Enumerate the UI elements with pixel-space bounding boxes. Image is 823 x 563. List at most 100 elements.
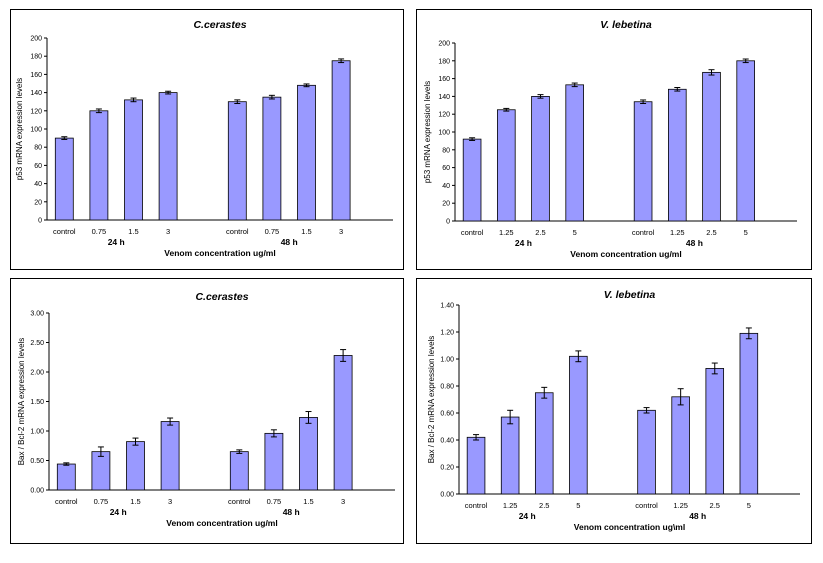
- category-label: 2.5: [539, 501, 549, 510]
- category-label: 1.5: [303, 497, 313, 506]
- y-tick-label: 1.40: [440, 303, 454, 310]
- category-label: 0.75: [92, 227, 107, 236]
- category-label: 2.5: [710, 501, 720, 510]
- category-label: 1.25: [673, 501, 688, 510]
- x-axis-label: Venom concentration ug/ml: [164, 248, 275, 258]
- chart-panel-cc-p53: C.cerastes 0 20 40 60 80 100 120 140 160 180 200 p53…: [10, 9, 404, 270]
- y-tick-label: 0.60: [440, 411, 454, 418]
- chart-svg: C.cerastes 0 20 40 60 80 100 120 140 160 180 200 p53…: [15, 19, 393, 258]
- y-tick-label: 100: [438, 130, 450, 137]
- bar: [702, 71, 721, 222]
- y-tick-label: 1.20: [440, 330, 454, 337]
- category-label: control: [55, 497, 78, 506]
- category-label: 1.5: [301, 227, 311, 236]
- chart-title: C.cerastes: [193, 19, 246, 31]
- y-tick-label: 0.20: [440, 465, 454, 472]
- bar: [462, 138, 482, 222]
- group-label: 48 h: [283, 507, 300, 517]
- bar: [264, 432, 284, 491]
- bar: [500, 416, 520, 495]
- y-tick-label: 40: [442, 183, 450, 190]
- bar: [333, 355, 353, 491]
- x-axis-label: Venom concentration ug/ml: [570, 249, 681, 259]
- category-label: control: [461, 228, 484, 237]
- category-label: control: [465, 501, 488, 510]
- y-tick-label: 180: [30, 54, 42, 61]
- bar: [160, 421, 180, 491]
- category-label: 1.25: [503, 501, 518, 510]
- y-tick-label: 80: [34, 145, 42, 152]
- bar: [54, 137, 74, 221]
- bar: [534, 392, 554, 495]
- y-axis-label: p53 mRNA expression levels: [423, 81, 432, 183]
- category-label: 5: [573, 228, 577, 237]
- group-label: 48 h: [686, 238, 703, 248]
- x-axis-label: Venom concentration ug/ml: [166, 518, 277, 528]
- y-tick-label: 80: [442, 147, 450, 154]
- chart-svg: C.cerastes 0.00 0.50 1.00 1.50 2.00 2.50 3.00 Ba…: [17, 291, 395, 528]
- y-tick-label: 200: [30, 36, 42, 43]
- y-tick-label: 1.50: [30, 399, 44, 406]
- bar: [637, 409, 656, 495]
- chart-panel-vl-p53: V. lebetina 0 20 40 60 80 100 120 140 160 180 200 p5…: [416, 9, 812, 270]
- y-tick-label: 20: [34, 199, 42, 206]
- group-label: 48 h: [281, 237, 298, 247]
- chart-title: V. lebetina: [600, 19, 652, 31]
- y-tick-label: 0.40: [440, 438, 454, 445]
- y-axis-label: Bax / Bcl-2 mRNA expression levels: [427, 336, 436, 464]
- y-tick-label: 140: [30, 90, 42, 97]
- category-label: 1.25: [670, 228, 685, 237]
- category-label: 2.5: [706, 228, 716, 237]
- y-tick-label: 180: [438, 58, 450, 65]
- category-label: 0.75: [267, 497, 282, 506]
- category-label: 5: [747, 501, 751, 510]
- y-tick-label: 0: [446, 219, 450, 226]
- y-tick-label: 100: [30, 127, 42, 134]
- bar: [297, 84, 316, 221]
- x-axis-label: Venom concentration ug\ml: [574, 522, 685, 532]
- category-label: 1.5: [128, 227, 138, 236]
- category-label: 5: [576, 501, 580, 510]
- group-label: 24 h: [515, 238, 532, 248]
- y-tick-label: 160: [30, 72, 42, 79]
- bar: [299, 417, 318, 491]
- y-tick-label: 60: [442, 165, 450, 172]
- category-label: 3: [341, 497, 345, 506]
- y-tick-label: 120: [438, 112, 450, 119]
- y-tick-label: 0.00: [440, 492, 454, 499]
- y-tick-label: 3.00: [30, 311, 44, 318]
- chart-svg: V. lebetina 0 20 40 60 80 100 120 140 160 180 200 p5…: [423, 19, 797, 259]
- chart-panel-vl-bax: V. lebetina 0.00 0.20 0.40 0.60 0.80 1.00 1.20 1…: [416, 278, 812, 544]
- bar: [89, 110, 109, 221]
- y-tick-label: 2.50: [30, 340, 44, 347]
- category-label: 3: [168, 497, 172, 506]
- bar: [331, 60, 351, 221]
- category-label: control: [53, 227, 76, 236]
- bar: [633, 101, 653, 222]
- bar: [91, 451, 111, 491]
- category-label: 1.25: [499, 228, 514, 237]
- bar: [671, 396, 690, 495]
- category-label: 2.5: [535, 228, 545, 237]
- category-label: control: [228, 497, 251, 506]
- y-tick-label: 60: [34, 163, 42, 170]
- y-axis-label: Bax / Bcl-2 mRNA expression levels: [17, 338, 26, 466]
- category-label: 3: [339, 227, 343, 236]
- category-label: 5: [744, 228, 748, 237]
- category-label: control: [632, 228, 655, 237]
- y-tick-label: 20: [442, 201, 450, 208]
- bar: [565, 84, 584, 222]
- y-tick-label: 40: [34, 181, 42, 188]
- chart-title: C.cerastes: [195, 291, 248, 303]
- y-tick-label: 0: [38, 218, 42, 225]
- y-tick-label: 2.00: [30, 370, 44, 377]
- group-label: 48 h: [689, 511, 706, 521]
- category-label: 0.75: [94, 497, 109, 506]
- bar: [126, 441, 145, 491]
- category-label: 0.75: [265, 227, 280, 236]
- bar: [569, 355, 588, 495]
- y-tick-label: 140: [438, 94, 450, 101]
- group-label: 24 h: [110, 507, 127, 517]
- category-label: control: [226, 227, 249, 236]
- chart-svg: V. lebetina 0.00 0.20 0.40 0.60 0.80 1.00 1.20 1…: [427, 289, 800, 532]
